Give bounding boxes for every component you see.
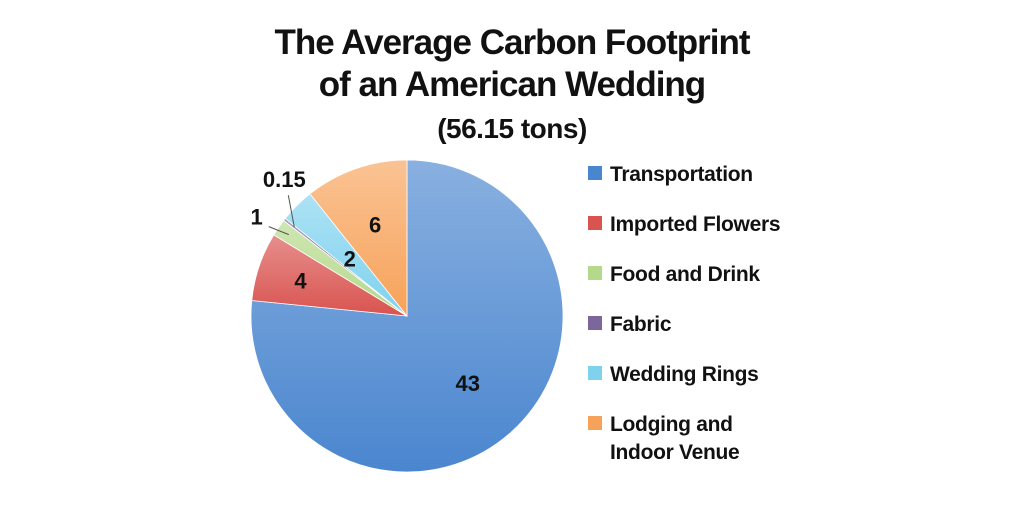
legend-swatch-food-and-drink [588,266,602,280]
legend: Transportation Imported Flowers Food and D… [588,163,781,464]
legend-swatch-fabric [588,316,602,330]
legend-label-wedding-rings: Wedding Rings [610,363,759,386]
legend-label-lodging-and-indoor-venue-line-2: Indoor Venue [610,441,739,464]
data-label-wedding-rings: 2 [344,247,356,272]
legend-swatch-lodging-and-indoor-venue [588,416,602,430]
data-label-fabric: 0.15 [263,167,306,192]
data-label-lodging-and-indoor-venue: 6 [369,213,381,238]
legend-label-imported-flowers: Imported Flowers [610,213,780,236]
pie-data-labels: 43 4 10.15 26 [251,167,480,396]
chart-title-line-1: The Average Carbon Footprint [275,23,751,62]
chart-subtitle: (56.15 tons) [437,113,587,144]
data-label-food-and-drink: 1 [251,205,263,230]
data-label-imported-flowers: 4 [294,268,307,293]
chart-title-line-2: of an American Wedding [319,65,705,104]
legend-label-lodging-and-indoor-venue-line-1: Lodging and [610,413,733,436]
legend-swatch-imported-flowers [588,216,602,230]
pie-slices [250,159,564,473]
legend-label-food-and-drink: Food and Drink [610,263,760,286]
pie-slice-lodging-and-indoor-venue [309,159,408,318]
leader-line-fabric [287,195,295,228]
leader-line-food-and-drink [268,226,289,236]
legend-label-transportation: Transportation [610,163,753,186]
legend-label-fabric: Fabric [610,313,672,336]
legend-swatch-wedding-rings [588,366,602,380]
data-label-transportation: 43 [455,371,479,396]
legend-swatch-transportation [588,166,602,180]
